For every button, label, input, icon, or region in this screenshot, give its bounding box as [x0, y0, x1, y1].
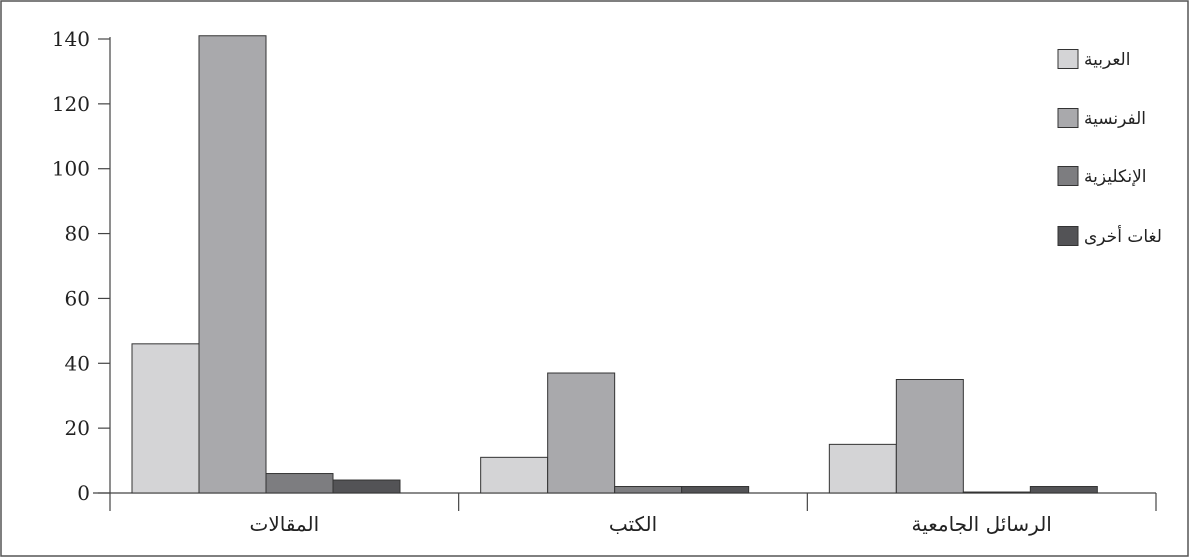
bar-3-1	[265, 473, 334, 494]
y-tick-label: 120	[52, 92, 90, 116]
legend-label: الفرنسية	[1084, 109, 1146, 129]
legend-swatch	[1057, 226, 1079, 246]
legend-swatch	[1057, 49, 1079, 69]
bar-4-3	[1029, 486, 1098, 494]
bars	[131, 35, 1098, 494]
legend-swatch	[1057, 108, 1079, 128]
bar-2-2	[547, 372, 616, 494]
bar-4-2	[681, 486, 750, 494]
bar-3-2	[614, 486, 683, 494]
bar-2-1	[198, 35, 267, 494]
y-tick-label: 40	[65, 351, 90, 375]
legend-label: العربية	[1084, 50, 1130, 70]
x-category-label: المقالات	[249, 512, 319, 536]
bar-1-2	[480, 456, 549, 494]
legend: العربية الفرنسية الإنكليزية لغات أخرى	[1057, 49, 1162, 247]
y-tick-label: 100	[52, 157, 90, 181]
x-axis-labels: المقالات الكتب الرسائل الجامعية	[249, 512, 1051, 536]
x-category-label: الكتب	[609, 512, 657, 536]
y-tick-label: 0	[77, 481, 90, 505]
bar-3-3	[962, 491, 1031, 494]
legend-label: الإنكليزية	[1084, 167, 1147, 187]
bar-4-1	[332, 479, 401, 494]
x-category-label: الرسائل الجامعية	[911, 512, 1051, 536]
y-tick-label: 60	[65, 286, 90, 310]
y-axis-ticks: 0 20 40 60 80 100 120 140	[52, 27, 110, 505]
legend-swatch	[1057, 166, 1079, 186]
bar-1-3	[828, 443, 897, 494]
legend-label: لغات أخرى	[1084, 225, 1162, 247]
bar-1-1	[131, 343, 200, 494]
y-tick-label: 80	[65, 222, 90, 246]
y-tick-label: 20	[65, 416, 90, 440]
y-tick-label: 140	[52, 27, 90, 51]
bar-2-3	[895, 379, 964, 494]
